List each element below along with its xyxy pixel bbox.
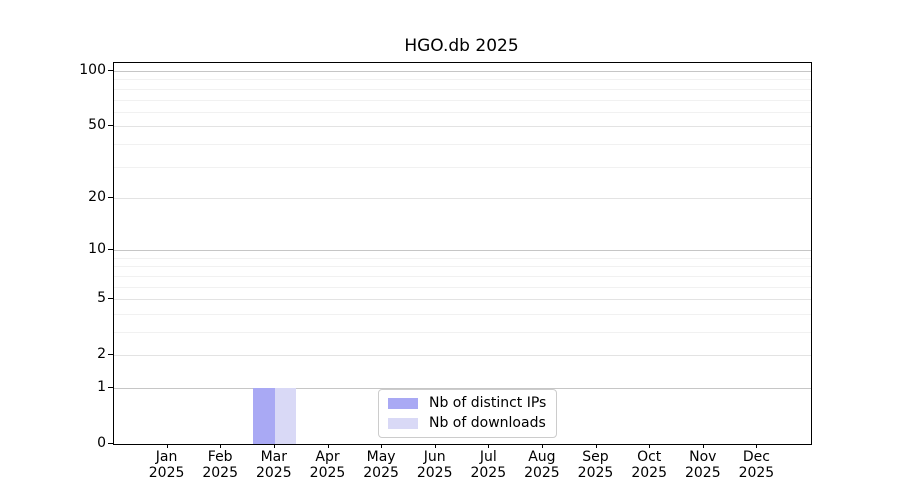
x-tick-mark bbox=[381, 444, 383, 448]
y-tick-mark bbox=[108, 125, 113, 127]
plot-area: Nb of distinct IPs Nb of downloads bbox=[113, 62, 812, 445]
gridline-minor bbox=[114, 166, 811, 168]
x-tick-label-apr-2025: Apr 2025 bbox=[309, 449, 346, 481]
legend-label-downloads: Nb of downloads bbox=[429, 415, 546, 431]
y-tick-label: 5 bbox=[97, 290, 106, 307]
gridline-minor bbox=[114, 143, 811, 145]
bar-nb-of-downloads bbox=[274, 388, 297, 444]
legend: Nb of distinct IPs Nb of downloads bbox=[378, 389, 558, 438]
gridline-major bbox=[114, 71, 811, 72]
legend-label-distinct-ips: Nb of distinct IPs bbox=[429, 395, 547, 411]
y-tick-label: 10 bbox=[88, 241, 106, 258]
legend-swatch-distinct-ips bbox=[388, 398, 418, 409]
gridline-minor bbox=[114, 299, 811, 301]
x-tick-label-jun-2025: Jun 2025 bbox=[416, 449, 453, 481]
gridline-minor bbox=[114, 111, 811, 113]
x-tick-label-oct-2025: Oct 2025 bbox=[631, 449, 667, 481]
gridline-minor bbox=[114, 355, 811, 357]
chart-title: HGO.db 2025 bbox=[404, 36, 519, 56]
bar-nb-of-distinct-ips bbox=[253, 388, 275, 444]
y-tick-label: 0 bbox=[97, 435, 106, 451]
y-tick-label: 20 bbox=[88, 188, 106, 205]
x-tick-label-mar-2025: Mar 2025 bbox=[255, 449, 292, 481]
gridline-minor bbox=[114, 88, 811, 90]
x-tick-label-aug-2025: Aug 2025 bbox=[524, 449, 560, 481]
gridline-major bbox=[114, 250, 811, 252]
y-tick-label: 1 bbox=[97, 379, 106, 395]
x-tick-mark bbox=[220, 444, 222, 448]
y-tick-mark bbox=[108, 354, 113, 356]
gridline-minor bbox=[114, 126, 811, 128]
gridline-minor bbox=[114, 313, 811, 315]
x-tick-mark bbox=[649, 444, 651, 448]
x-tick-mark bbox=[702, 444, 704, 448]
y-tick-mark bbox=[108, 443, 113, 444]
gridline-minor bbox=[114, 332, 811, 333]
x-tick-mark bbox=[541, 444, 543, 448]
legend-swatch-downloads bbox=[388, 418, 418, 429]
x-tick-mark bbox=[595, 444, 597, 448]
x-tick-label-may-2025: May 2025 bbox=[363, 449, 399, 481]
x-tick-label-feb-2025: Feb 2025 bbox=[202, 449, 238, 481]
x-tick-label-sep-2025: Sep 2025 bbox=[577, 449, 614, 481]
x-tick-label-jan-2025: Jan 2025 bbox=[148, 449, 185, 481]
y-tick-mark bbox=[108, 298, 113, 300]
gridline-major bbox=[114, 388, 811, 389]
gridline-minor bbox=[114, 266, 811, 268]
legend-item-downloads: Nb of downloads bbox=[388, 415, 546, 432]
gridline-minor bbox=[114, 275, 811, 277]
y-tick-mark bbox=[108, 196, 113, 198]
x-tick-mark bbox=[166, 444, 168, 448]
x-tick-mark bbox=[756, 444, 758, 448]
gridline-minor bbox=[114, 286, 811, 288]
x-tick-label-nov-2025: Nov 2025 bbox=[684, 449, 721, 481]
gridline-minor bbox=[114, 79, 811, 81]
y-tick-label: 2 bbox=[97, 346, 106, 363]
x-tick-mark bbox=[327, 444, 329, 448]
y-tick-label: 50 bbox=[88, 117, 106, 134]
y-tick-mark bbox=[108, 70, 113, 71]
gridline-minor bbox=[114, 99, 811, 101]
gridline-minor bbox=[114, 197, 811, 199]
x-tick-mark bbox=[434, 444, 436, 448]
legend-item-distinct-ips: Nb of distinct IPs bbox=[388, 395, 546, 412]
gridline-minor bbox=[114, 257, 811, 259]
x-tick-label-jul-2025: Jul 2025 bbox=[470, 449, 507, 481]
y-tick-label: 100 bbox=[79, 62, 106, 78]
y-tick-mark bbox=[108, 387, 113, 388]
x-tick-label-dec-2025: Dec 2025 bbox=[738, 449, 775, 481]
x-tick-mark bbox=[488, 444, 490, 448]
x-tick-mark bbox=[273, 444, 275, 448]
y-tick-mark bbox=[108, 249, 113, 251]
